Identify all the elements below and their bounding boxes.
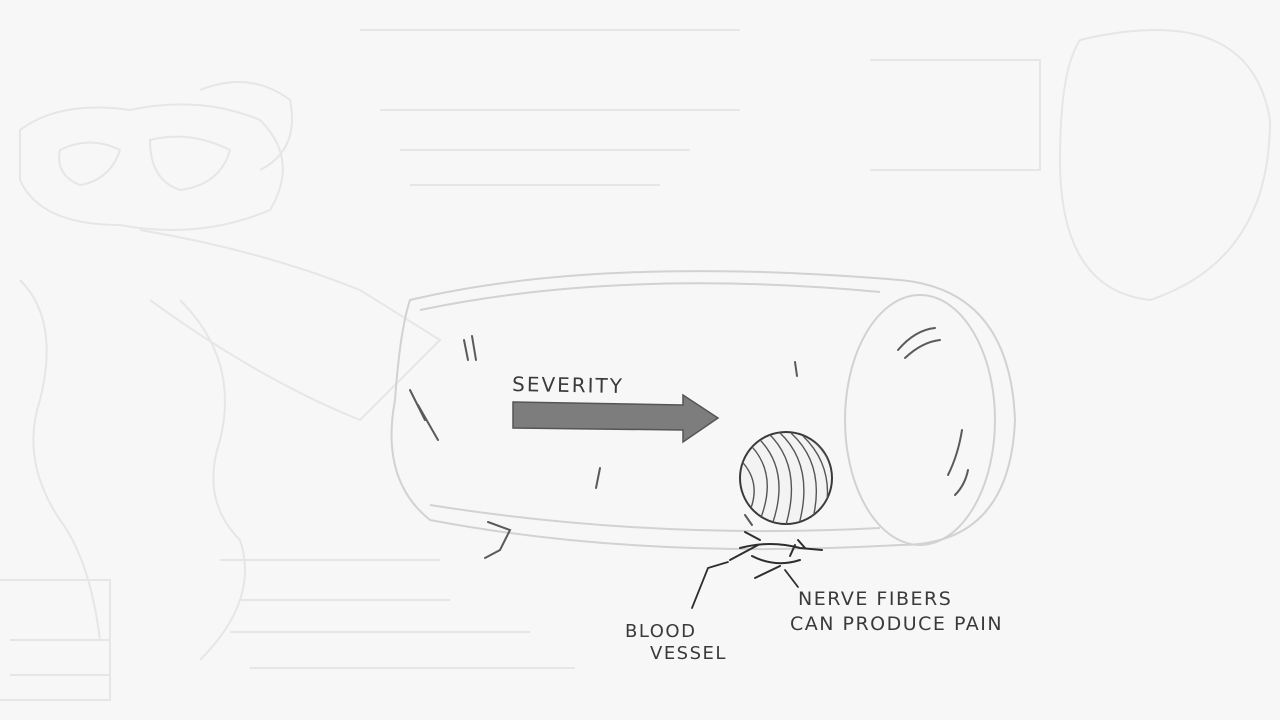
blood-vessel-label-line2: VESSEL <box>650 643 727 664</box>
faded-background-sketch <box>0 29 1272 701</box>
nerve-fibers-leader <box>784 569 799 588</box>
vessel-tube <box>390 270 1017 551</box>
vessel-inner-strokes <box>409 327 969 559</box>
nerve-fibers-sketch <box>729 531 823 579</box>
severity-label: SEVERITY <box>512 372 624 398</box>
blood-vessel-label-line1: BLOOD <box>625 621 696 642</box>
tumor-mass <box>739 431 833 525</box>
nerve-fibers-label-line1: NERVE FIBERS <box>798 588 952 610</box>
blood-vessel-leader <box>691 561 729 609</box>
nerve-fibers-label-line2: CAN PRODUCE PAIN <box>790 613 1003 635</box>
severity-arrow <box>512 393 720 444</box>
label-leader-lines <box>691 561 799 609</box>
